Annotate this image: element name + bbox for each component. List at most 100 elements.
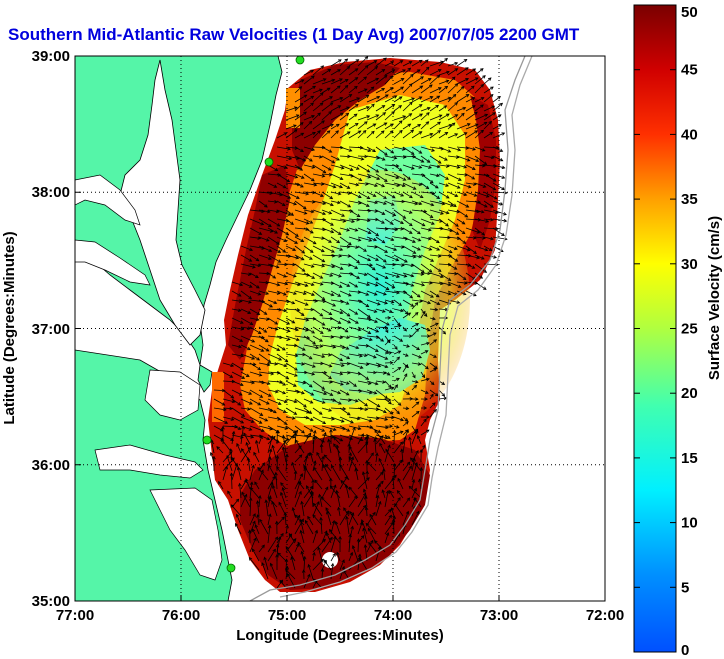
velocity-arrowhead (455, 231, 460, 235)
velocity-arrowhead (327, 438, 331, 443)
velocity-arrow (366, 540, 374, 553)
velocity-arrowhead (265, 317, 270, 321)
colorbar-tick-label: 35 (681, 191, 698, 208)
velocity-arrowhead (381, 489, 385, 494)
velocity-arrow (402, 97, 415, 103)
velocity-arrowhead (329, 485, 334, 490)
velocity-arrow (321, 432, 326, 445)
velocity-arrowhead (393, 247, 398, 251)
velocity-arrowhead (375, 277, 379, 281)
velocity-arrow (365, 437, 368, 454)
velocity-arrow (483, 236, 494, 240)
velocity-arrow (303, 416, 314, 421)
velocity-arrow (258, 544, 265, 553)
velocity-arrowhead (311, 147, 316, 152)
velocity-arrow (210, 452, 215, 463)
velocity-arrowhead (333, 436, 337, 441)
velocity-arrowhead (375, 114, 380, 118)
velocity-arrowhead (300, 148, 304, 152)
velocity-arrow (348, 552, 353, 562)
velocity-arrowhead (339, 372, 344, 376)
velocity-arrow (249, 245, 265, 249)
velocity-arrow (312, 89, 323, 94)
velocity-arrow (321, 281, 334, 284)
velocity-arrowhead (350, 525, 354, 530)
velocity-arrowhead (310, 69, 315, 74)
velocity-arrowhead (360, 535, 365, 539)
velocity-arrow (483, 191, 498, 200)
velocity-arrowhead (475, 158, 480, 163)
velocity-arrow (254, 524, 260, 535)
velocity-arrowhead (353, 495, 358, 500)
velocity-arrowhead (359, 521, 364, 526)
velocity-arrow (366, 398, 380, 408)
velocity-arrowhead (313, 466, 317, 471)
colorbar-tick-label: 15 (681, 450, 698, 467)
velocity-arrow (483, 245, 493, 251)
velocity-arrow (420, 59, 429, 67)
velocity-arrowhead (444, 85, 449, 90)
velocity-arrow (339, 380, 350, 385)
velocity-arrowhead (451, 122, 456, 127)
velocity-arrowhead (274, 200, 278, 204)
velocity-arrow (240, 290, 252, 299)
velocity-arrow (294, 236, 304, 242)
velocity-arrowhead (256, 285, 260, 289)
velocity-arrowhead (418, 96, 423, 100)
velocity-arrow (411, 182, 422, 186)
velocity-arrow (397, 478, 404, 490)
velocity-arrow (384, 407, 393, 415)
velocity-arrowhead (410, 129, 415, 134)
velocity-arrowhead (316, 501, 320, 505)
velocity-arrow (402, 461, 411, 472)
velocity-arrow (420, 66, 430, 76)
velocity-arrowhead (368, 238, 373, 242)
velocity-arrow (465, 130, 478, 139)
velocity-arrowhead (416, 69, 421, 73)
velocity-arrow (285, 525, 288, 535)
velocity-arrowhead (300, 184, 304, 188)
velocity-arrow (330, 112, 344, 121)
velocity-arrow (357, 407, 368, 411)
velocity-arrowhead (255, 317, 260, 322)
velocity-arrowhead (319, 88, 323, 92)
velocity-arrow (438, 218, 449, 227)
velocity-arrow (465, 105, 476, 112)
velocity-arrow (240, 380, 255, 384)
velocity-arrowhead (274, 389, 279, 394)
velocity-arrowhead (448, 123, 453, 128)
velocity-arrowhead (247, 346, 251, 351)
velocity-arrowhead (364, 65, 369, 69)
velocity-arrow (483, 112, 496, 121)
velocity-arrow (270, 563, 278, 580)
velocity-arrowhead (311, 275, 316, 279)
velocity-arrow (249, 513, 256, 526)
velocity-arrowhead (332, 345, 337, 349)
velocity-arrowhead (270, 371, 275, 376)
velocity-arrow (267, 362, 278, 365)
velocity-arrow (330, 485, 341, 499)
velocity-arrow (295, 439, 305, 454)
velocity-arrow (402, 421, 409, 427)
velocity-arrowhead (345, 515, 349, 520)
velocity-arrowhead (265, 238, 270, 242)
velocity-arrowhead (348, 241, 352, 246)
velocity-arrow (420, 350, 429, 355)
velocity-arrow (330, 227, 342, 235)
velocity-arrowhead (471, 176, 476, 180)
velocity-arrow (429, 130, 441, 139)
velocity-arrowhead (303, 404, 307, 408)
velocity-arrow (375, 209, 385, 215)
velocity-arrow (312, 155, 323, 158)
velocity-arrow (357, 95, 369, 103)
velocity-arrow (384, 281, 395, 289)
velocity-arrowhead (418, 59, 423, 64)
velocity-arrowhead (443, 105, 448, 109)
velocity-arrow (249, 308, 260, 315)
velocity-arrowhead (283, 274, 287, 278)
y-axis-label: Latitude (Degrees:Minutes) (1, 231, 18, 424)
velocity-arrowhead (385, 448, 389, 453)
velocity-arrowhead (489, 93, 494, 98)
velocity-arrowhead (376, 335, 380, 339)
velocity-arrowhead (501, 186, 506, 191)
